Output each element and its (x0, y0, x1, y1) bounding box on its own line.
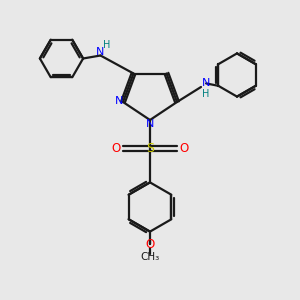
Text: N: N (115, 95, 123, 106)
Text: H: H (103, 40, 111, 50)
Text: CH₃: CH₃ (140, 252, 160, 262)
Text: H: H (202, 88, 210, 99)
Text: O: O (179, 142, 188, 155)
Text: N: N (202, 78, 210, 88)
Text: O: O (112, 142, 121, 155)
Text: S: S (146, 142, 154, 155)
Text: N: N (96, 47, 105, 57)
Text: O: O (146, 238, 154, 251)
Text: N: N (146, 118, 154, 129)
